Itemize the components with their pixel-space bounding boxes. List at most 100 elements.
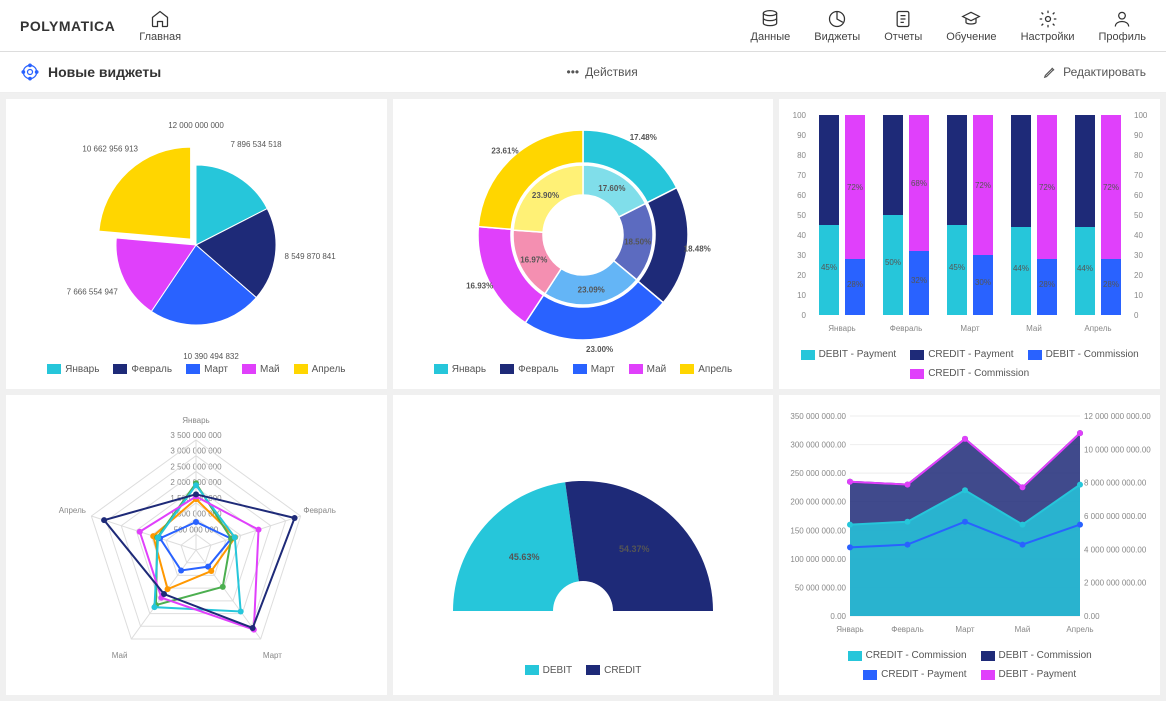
svg-text:80: 80 [797,151,806,160]
gear-icon [1038,9,1058,29]
edit-label: Редактировать [1063,65,1146,79]
svg-text:6 000 000 000.00: 6 000 000 000.00 [1084,512,1147,521]
svg-text:10: 10 [797,291,806,300]
graduation-icon [961,9,981,29]
nav-data-label: Данные [751,31,791,43]
svg-text:60: 60 [797,191,806,200]
svg-text:50 000 000.00: 50 000 000.00 [794,583,846,592]
svg-text:72%: 72% [847,183,863,192]
nav-learning-label: Обучение [946,31,996,43]
svg-text:Май: Май [1014,625,1030,634]
nav-settings[interactable]: Настройки [1021,9,1075,43]
svg-text:Май: Май [112,651,128,660]
svg-text:10 390 494 832: 10 390 494 832 [184,352,240,360]
topbar: POLYMATICA Главная Данные Виджеты Отчеты… [0,0,1166,52]
svg-text:45%: 45% [821,263,837,272]
svg-text:90: 90 [797,131,806,140]
svg-text:7 666 554 947: 7 666 554 947 [67,287,119,296]
report-icon [893,9,913,29]
svg-text:Январь: Январь [183,416,210,425]
svg-text:28%: 28% [1039,280,1055,289]
svg-text:68%: 68% [911,179,927,188]
svg-text:Январь: Январь [828,324,855,333]
svg-text:18.48%: 18.48% [684,244,711,253]
svg-text:70: 70 [1134,171,1143,180]
stacked-bar-legend: DEBIT - PaymentCREDIT - PaymentDEBIT - C… [779,345,1160,383]
stacked-bar-panel: 0010102020303040405050606070708080909010… [779,99,1160,389]
semi-donut-legend: DEBITCREDIT [515,661,652,680]
svg-text:4 000 000 000.00: 4 000 000 000.00 [1084,545,1147,554]
svg-text:12 000 000 000.00: 12 000 000 000.00 [1084,412,1151,421]
page-title: Новые виджеты [48,64,161,80]
svg-text:50%: 50% [885,258,901,267]
svg-text:Апрель: Апрель [1084,324,1111,333]
svg-text:23.90%: 23.90% [532,190,559,199]
dashboard-grid: 12 000 000 0007 896 534 5188 549 870 841… [0,93,1166,701]
nav-profile[interactable]: Профиль [1099,9,1147,43]
svg-text:90: 90 [1134,131,1143,140]
svg-text:10 000 000 000.00: 10 000 000 000.00 [1084,445,1151,454]
donut-legend: ЯнварьФевральМартМайАпрель [424,360,742,379]
donut-panel: 17.60%18.50%23.09%16.97%23.90%17.48%18.4… [393,99,774,389]
svg-text:32%: 32% [911,276,927,285]
svg-text:Март: Март [955,625,974,634]
nav-widgets[interactable]: Виджеты [814,9,860,43]
svg-text:16.97%: 16.97% [520,255,547,264]
svg-text:30%: 30% [975,278,991,287]
nav-reports[interactable]: Отчеты [884,9,922,43]
svg-text:350 000 000.00: 350 000 000.00 [790,412,846,421]
svg-text:16.93%: 16.93% [466,281,493,290]
svg-text:8 549 870 841: 8 549 870 841 [285,252,337,261]
svg-text:250 000 000.00: 250 000 000.00 [790,469,846,478]
edit-button[interactable]: Редактировать [1043,65,1146,79]
semi-donut-panel: 45.63%54.37% DEBITCREDIT [393,395,774,695]
pencil-icon [1043,65,1057,79]
database-icon [760,9,780,29]
widget-icon [20,62,40,82]
nav-reports-label: Отчеты [884,31,922,43]
nav-profile-label: Профиль [1099,31,1147,43]
svg-text:40: 40 [797,231,806,240]
nav-learning[interactable]: Обучение [946,9,996,43]
subbar: Новые виджеты ••• Действия Редактировать [0,52,1166,93]
radar-panel: 500 000 0001 000 000 0001 500 000 0002 0… [6,395,387,695]
donut-chart: 17.60%18.50%23.09%16.97%23.90%17.48%18.4… [393,110,773,360]
svg-text:8 000 000 000.00: 8 000 000 000.00 [1084,479,1147,488]
svg-text:17.48%: 17.48% [630,133,657,142]
svg-text:50: 50 [797,211,806,220]
svg-text:10: 10 [1134,291,1143,300]
svg-text:Февраль: Февраль [891,625,924,634]
svg-text:23.00%: 23.00% [586,344,613,353]
svg-text:28%: 28% [1103,280,1119,289]
actions-menu[interactable]: ••• Действия [567,65,638,79]
nav-home[interactable]: Главная [139,9,181,43]
area-panel: 0.00 50 000 000.00 100 000 000.00 150 000 0… [779,395,1160,695]
svg-text:Февраль: Февраль [304,506,337,515]
svg-text:100 000 000.00: 100 000 000.00 [790,555,846,564]
svg-text:7 896 534 518: 7 896 534 518 [231,139,283,148]
svg-text:0.00: 0.00 [830,612,846,621]
svg-text:44%: 44% [1077,264,1093,273]
svg-text:70: 70 [797,171,806,180]
svg-text:20: 20 [1134,271,1143,280]
nav-data[interactable]: Данные [751,9,791,43]
svg-text:Февраль: Февраль [889,324,922,333]
svg-text:150 000 000.00: 150 000 000.00 [790,526,846,535]
svg-text:54.37%: 54.37% [619,544,650,554]
svg-text:30: 30 [1134,251,1143,260]
svg-text:0: 0 [801,311,806,320]
semi-donut-chart: 45.63%54.37% [393,411,773,661]
svg-text:23.09%: 23.09% [578,285,605,294]
svg-text:23.61%: 23.61% [491,146,518,155]
svg-text:0: 0 [1134,311,1139,320]
svg-text:72%: 72% [1103,183,1119,192]
home-icon [150,9,170,29]
svg-text:3 500 000 000: 3 500 000 000 [171,431,223,440]
svg-text:0.00: 0.00 [1084,612,1100,621]
area-legend: CREDIT - CommissionDEBIT - CommissionCRE… [779,646,1160,684]
svg-text:50: 50 [1134,211,1143,220]
svg-text:Март: Март [263,651,282,660]
actions-label: Действия [585,65,638,79]
pie-icon [827,9,847,29]
svg-text:Май: Май [1026,324,1042,333]
